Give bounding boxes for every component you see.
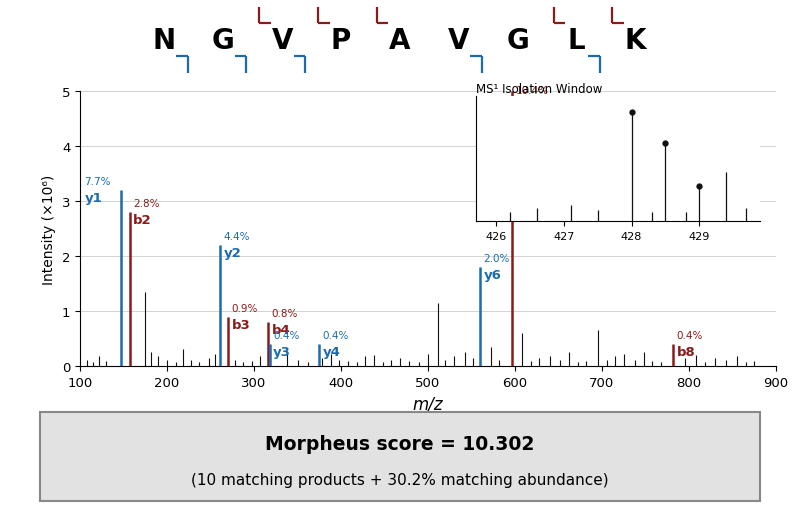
Text: 0.8%: 0.8% [271, 308, 298, 319]
Text: 0.4%: 0.4% [677, 331, 703, 341]
Text: MS¹ Isolation Window: MS¹ Isolation Window [476, 82, 602, 96]
Text: b7: b7 [516, 101, 534, 114]
Text: b8: b8 [677, 346, 695, 358]
Text: V: V [271, 27, 293, 54]
Text: b2: b2 [133, 214, 152, 227]
Text: b4: b4 [271, 324, 290, 336]
Text: y1: y1 [84, 192, 102, 205]
Text: P: P [331, 27, 351, 54]
Text: N: N [153, 27, 176, 54]
Text: y6: y6 [484, 269, 502, 281]
Text: (10 matching products + 30.2% matching abundance): (10 matching products + 30.2% matching a… [191, 472, 609, 487]
Text: L: L [568, 27, 586, 54]
Y-axis label: Intensity (×10⁶): Intensity (×10⁶) [42, 174, 56, 284]
Text: Morpheus score = 10.302: Morpheus score = 10.302 [266, 434, 534, 453]
Text: b3: b3 [231, 318, 250, 331]
Text: K: K [625, 27, 646, 54]
Text: 10.4%: 10.4% [516, 86, 549, 96]
Text: 2.8%: 2.8% [133, 199, 159, 209]
Text: A: A [390, 27, 410, 54]
X-axis label: m/z: m/z [413, 394, 443, 413]
Text: 4.4%: 4.4% [223, 232, 250, 242]
Text: y2: y2 [223, 247, 242, 260]
Text: G: G [506, 27, 529, 54]
Text: V: V [448, 27, 470, 54]
Text: 7.7%: 7.7% [84, 177, 111, 187]
Text: 0.4%: 0.4% [322, 331, 349, 341]
Text: 0.9%: 0.9% [231, 303, 258, 313]
Text: 2.0%: 2.0% [484, 253, 510, 264]
Text: 0.4%: 0.4% [273, 331, 299, 341]
Text: y4: y4 [322, 346, 341, 358]
FancyBboxPatch shape [40, 412, 760, 501]
Text: G: G [212, 27, 234, 54]
Text: y3: y3 [273, 346, 291, 358]
